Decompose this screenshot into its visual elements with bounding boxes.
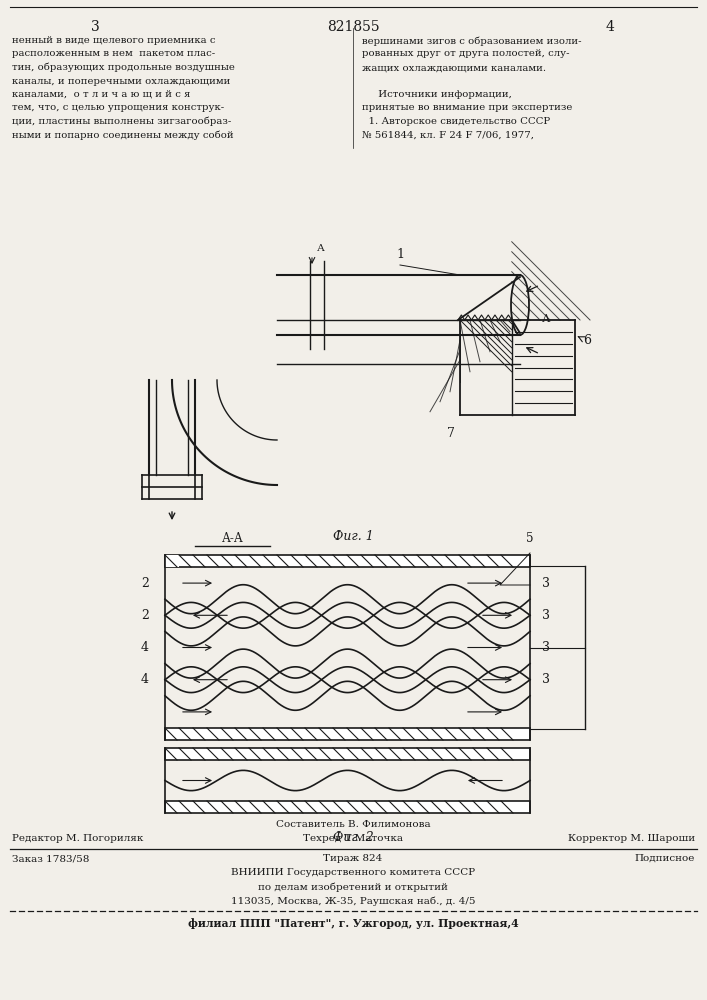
Bar bbox=[165, 801, 530, 813]
Text: 1: 1 bbox=[396, 248, 404, 261]
Text: Фиг. 1: Фиг. 1 bbox=[332, 530, 373, 543]
Text: Тираж 824: Тираж 824 bbox=[323, 854, 382, 863]
Text: 1. Авторское свидетельство СССР: 1. Авторское свидетельство СССР bbox=[362, 117, 550, 126]
Text: 821855: 821855 bbox=[327, 20, 380, 34]
Text: тин, образующих продольные воздушные: тин, образующих продольные воздушные bbox=[12, 63, 235, 73]
Text: № 561844, кл. F 24 F 7/06, 1977,: № 561844, кл. F 24 F 7/06, 1977, bbox=[362, 130, 534, 139]
Text: А: А bbox=[317, 244, 325, 253]
Text: Источники информации,: Источники информации, bbox=[362, 90, 512, 99]
Bar bbox=[165, 555, 530, 567]
Text: тем, что, с целью упрощения конструк-: тем, что, с целью упрощения конструк- bbox=[12, 104, 224, 112]
Text: 4: 4 bbox=[141, 673, 149, 686]
Text: ными и попарно соединены между собой: ными и попарно соединены между собой bbox=[12, 130, 233, 140]
Text: Корректор М. Шароши: Корректор М. Шароши bbox=[568, 834, 695, 843]
Text: Редактор М. Погориляк: Редактор М. Погориляк bbox=[12, 834, 144, 843]
Text: Составитель В. Филимонова: Составитель В. Филимонова bbox=[276, 820, 431, 829]
Bar bbox=[165, 748, 530, 760]
Text: 113035, Москва, Ж-35, Раушская наб., д. 4/5: 113035, Москва, Ж-35, Раушская наб., д. … bbox=[230, 896, 475, 906]
Text: 2: 2 bbox=[141, 609, 149, 622]
Text: по делам изобретений и открытий: по делам изобретений и открытий bbox=[258, 882, 448, 892]
Text: 2: 2 bbox=[141, 577, 149, 590]
Text: 5: 5 bbox=[526, 532, 534, 545]
Text: ции, пластины выполнены зигзагообраз-: ции, пластины выполнены зигзагообраз- bbox=[12, 117, 231, 126]
Bar bbox=[165, 555, 179, 567]
Text: Фиг. 2: Фиг. 2 bbox=[332, 831, 373, 844]
Text: расположенным в нем  пакетом плас-: расположенным в нем пакетом плас- bbox=[12, 49, 215, 58]
Text: каналами,  о т л и ч а ю щ и й с я: каналами, о т л и ч а ю щ и й с я bbox=[12, 90, 190, 99]
Text: Подписное: Подписное bbox=[635, 854, 695, 863]
Text: ВНИИПИ Государственного комитета СССР: ВНИИПИ Государственного комитета СССР bbox=[231, 868, 475, 877]
Text: 3: 3 bbox=[542, 577, 550, 590]
Text: филиал ППП "Патент", г. Ужгород, ул. Проектная,4: филиал ППП "Патент", г. Ужгород, ул. Про… bbox=[187, 918, 518, 929]
Text: 6: 6 bbox=[583, 334, 591, 347]
Text: 3: 3 bbox=[542, 673, 550, 686]
Text: каналы, и поперечными охлаждающими: каналы, и поперечными охлаждающими bbox=[12, 77, 230, 86]
Text: ненный в виде щелевого приемника с: ненный в виде щелевого приемника с bbox=[12, 36, 216, 45]
Text: 3: 3 bbox=[542, 641, 550, 654]
Text: рованных друг от друга полостей, слу-: рованных друг от друга полостей, слу- bbox=[362, 49, 570, 58]
Bar bbox=[165, 728, 530, 740]
Text: принятые во внимание при экспертизе: принятые во внимание при экспертизе bbox=[362, 104, 573, 112]
Text: Техред Т.Маточка: Техред Т.Маточка bbox=[303, 834, 403, 843]
Text: вершинами зигов с образованием изоли-: вершинами зигов с образованием изоли- bbox=[362, 36, 581, 45]
Text: Заказ 1783/58: Заказ 1783/58 bbox=[12, 854, 89, 863]
Text: 4: 4 bbox=[141, 641, 149, 654]
Text: 4: 4 bbox=[606, 20, 614, 34]
Text: А: А bbox=[542, 314, 550, 324]
Text: 3: 3 bbox=[90, 20, 100, 34]
Text: 7: 7 bbox=[447, 427, 455, 440]
Text: А-А: А-А bbox=[222, 532, 244, 545]
Text: 3: 3 bbox=[542, 609, 550, 622]
Text: жащих охлаждающими каналами.: жащих охлаждающими каналами. bbox=[362, 63, 546, 72]
